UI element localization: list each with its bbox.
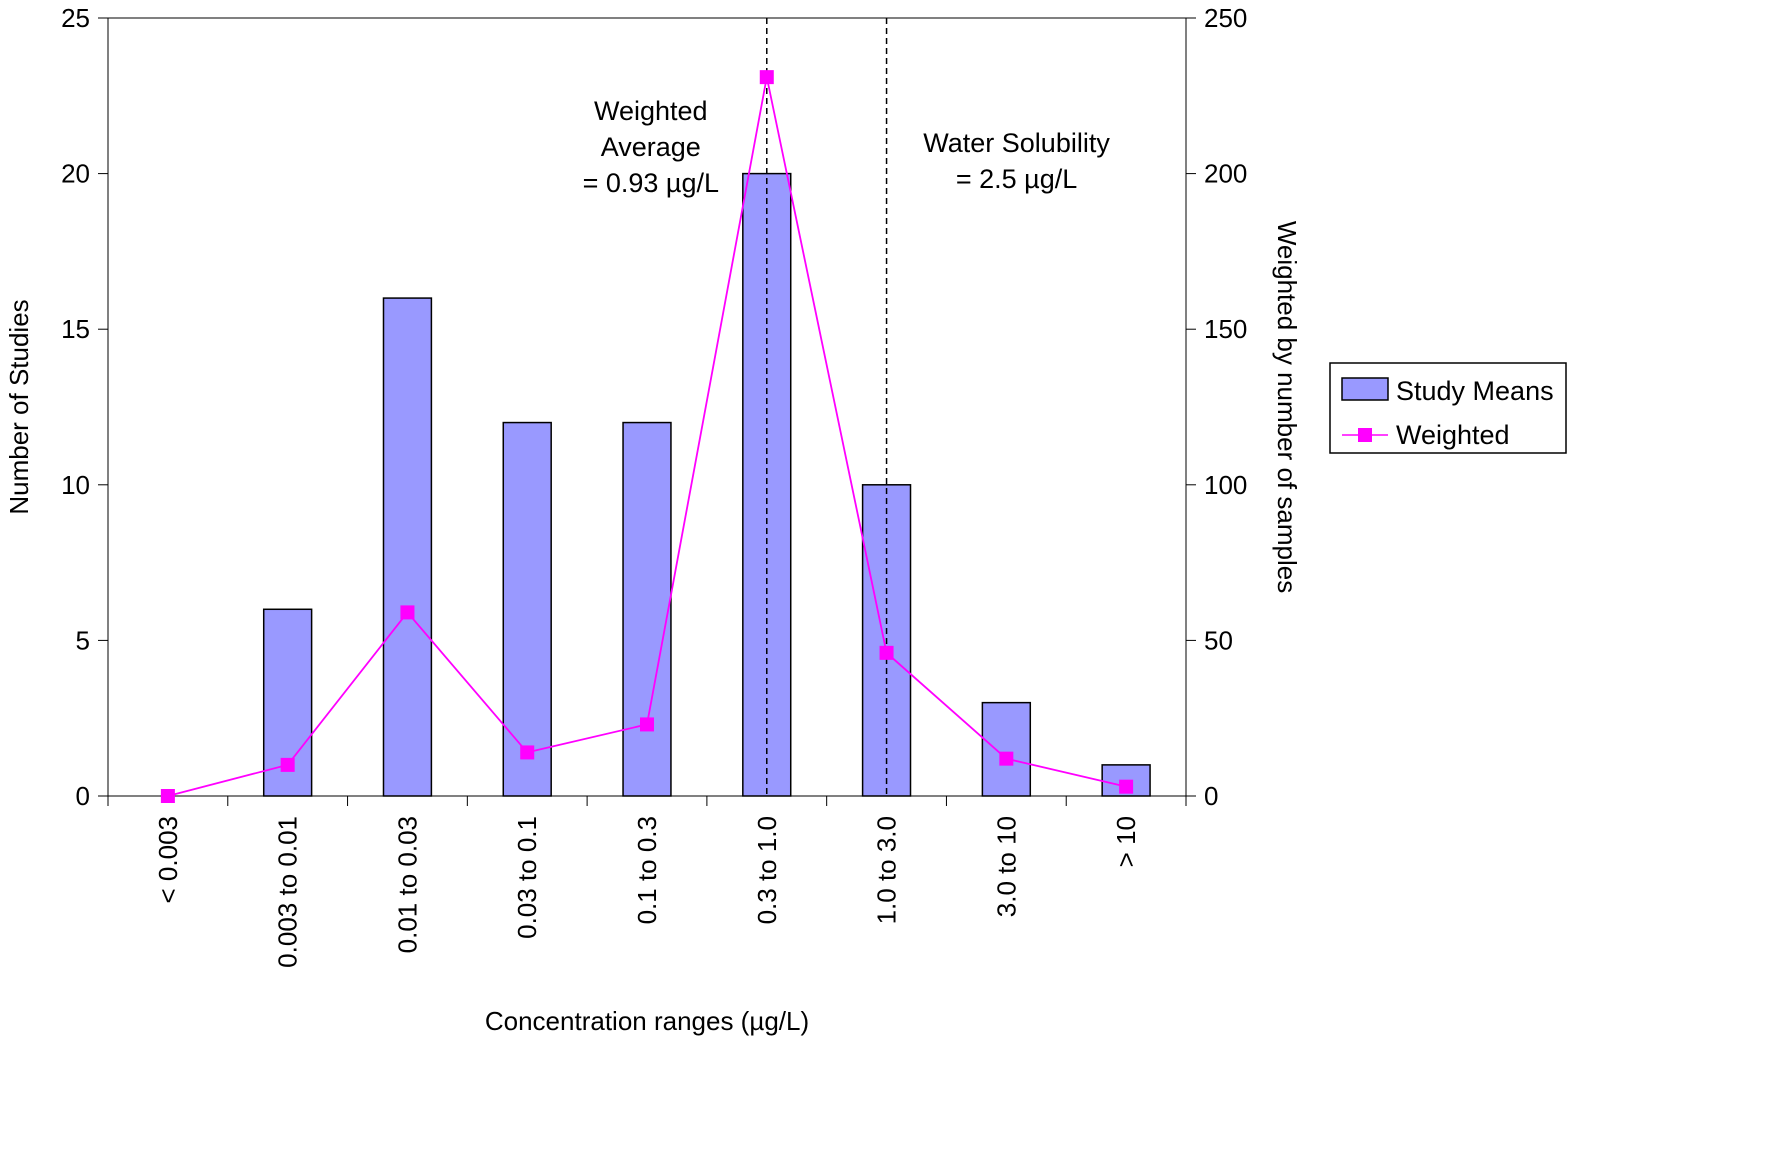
y-tick-label-10: 10 [61,470,90,500]
legend-swatch-study-means [1341,377,1389,401]
x-tick-label-1-0-to-3-0: 1.0 to 3.0 [872,816,902,924]
y2-tick-label-200: 200 [1204,159,1247,189]
legend-label-study-means: Study Means [1396,376,1554,406]
line-series-weighted [160,70,1134,803]
x-tick-label-0-1-to-0-3: 0.1 to 0.3 [632,816,662,924]
weighted-point-0-003 [160,789,175,803]
weighted-point-1-0-to-3-0 [879,645,894,660]
y2-axis-title: Weighted by number of samples [1272,221,1302,593]
annotation-1-line-1: Weighted [594,96,708,126]
legend-label-weighted: Weighted [1396,420,1510,450]
y-tick-label-20: 20 [61,159,90,189]
annotation-1-line-2: Average [601,132,701,162]
weighted-point-10 [1119,779,1134,794]
x-tick-label-10: > 10 [1111,816,1141,867]
bar-0-03-to-0-1 [502,421,552,797]
y2-tick-label-150: 150 [1204,314,1247,344]
y2-tick-label-50: 50 [1204,625,1233,655]
x-tick-label-3-0-to-10: 3.0 to 10 [991,816,1021,917]
y2-tick-label-100: 100 [1204,470,1247,500]
annotation-1-line-3: = 0.93 µg/L [583,168,719,198]
y2-tick-label-0: 0 [1204,781,1218,811]
annotation-2-line-1: Water Solubility [923,128,1110,158]
y-tick-label-5: 5 [76,625,90,655]
x-tick-label-0-003: < 0.003 [153,816,183,903]
x-tick-label-0-003-to-0-01: 0.003 to 0.01 [273,816,303,968]
legend: Study Means Weighted [1329,362,1567,454]
y2-tick-label-250: 250 [1204,3,1247,33]
weighted-point-3-0-to-10 [999,751,1014,766]
x-tick-label-0-01-to-0-03: 0.01 to 0.03 [392,816,422,953]
weighted-point-0-003-to-0-01 [280,757,295,772]
y-tick-label-25: 25 [61,3,90,33]
x-tick-label-0-3-to-1-0: 0.3 to 1.0 [752,816,782,924]
legend-marker-weighted [1358,428,1372,442]
bar-0-01-to-0-03 [382,297,433,797]
bar-0-1-to-0-3 [622,421,672,797]
annotations: Weighted Average = 0.93 µg/L Water Solubili… [583,96,1111,198]
y-tick-label-0: 0 [76,781,90,811]
annotation-2-line-2: = 2.5 µg/L [956,164,1077,194]
bar-3-0-to-10 [981,701,1032,797]
x-axis-title: Concentration ranges (µg/L) [485,1006,809,1036]
weighted-point-0-03-to-0-1 [520,745,535,760]
weighted-point-0-01-to-0-03 [400,605,415,620]
y-axis-title: Number of Studies [4,299,34,514]
weighted-point-0-1-to-0-3 [640,717,654,732]
x-tick-label-0-03-to-0-1: 0.03 to 0.1 [512,816,542,939]
y-tick-label-15: 15 [61,314,90,344]
weighted-point-0-3-to-1-0 [759,70,774,85]
